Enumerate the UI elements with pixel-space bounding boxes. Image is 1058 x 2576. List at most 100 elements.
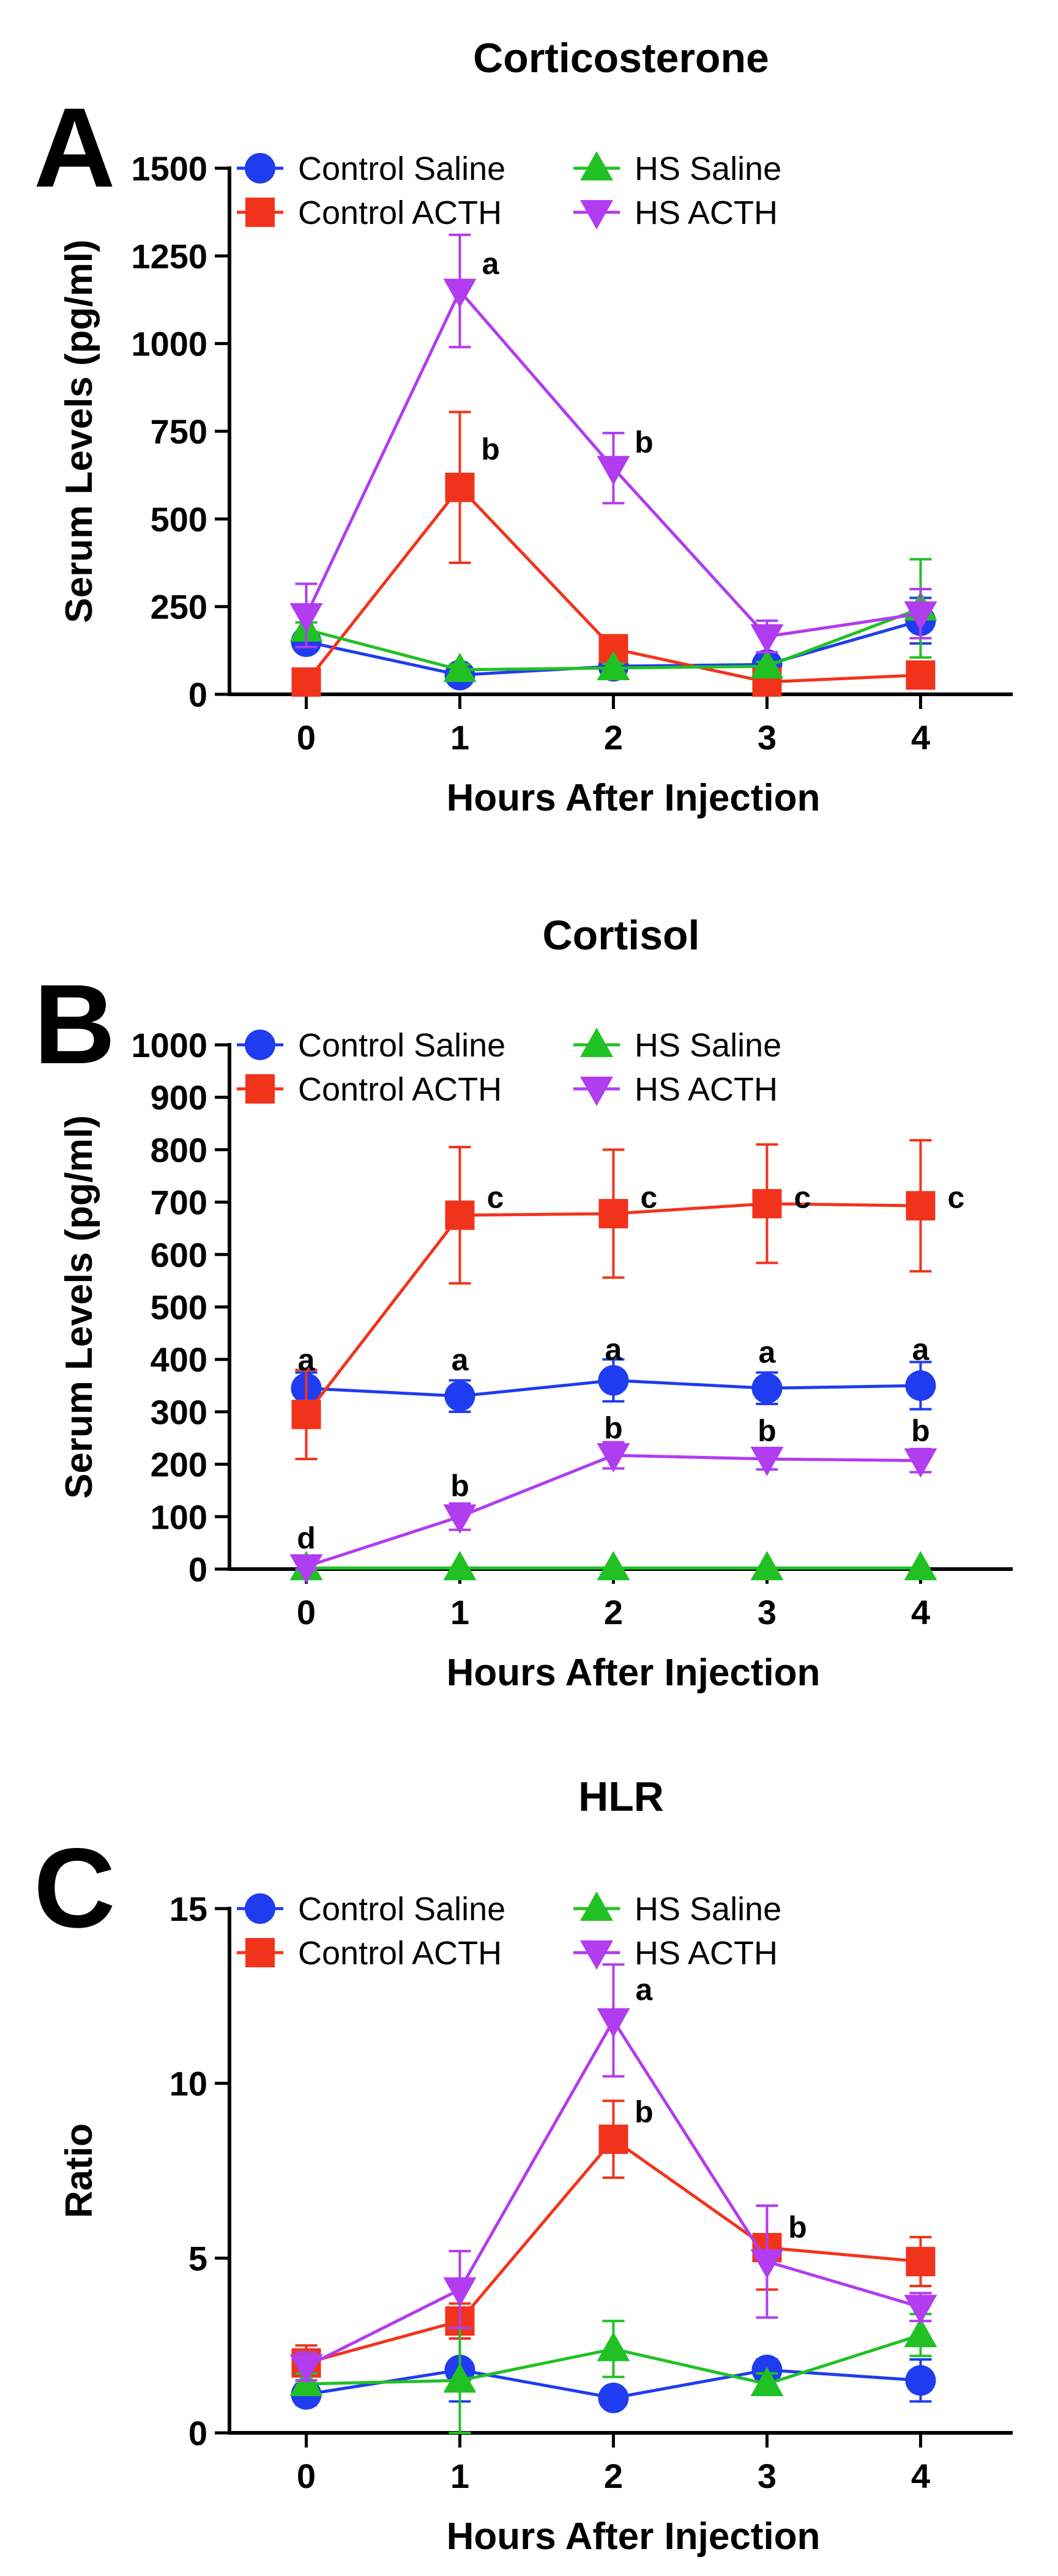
legend-marker: [245, 1938, 275, 1967]
legend-marker: [580, 1940, 613, 1970]
x-tick-label: 2: [604, 2457, 623, 2495]
series-hs-acth: [289, 1441, 937, 1584]
legend-item: HS ACTH: [573, 1935, 778, 1972]
x-tick-label: 3: [758, 2457, 777, 2495]
series-control-saline: [291, 1358, 936, 1413]
annotation-label: a: [759, 1335, 777, 1369]
annotation-label: b: [911, 1414, 930, 1448]
y-tick-label: 600: [151, 1236, 207, 1274]
data-point: [905, 2365, 936, 2396]
legend-marker: [580, 200, 613, 229]
x-tick-label: 2: [604, 1593, 623, 1631]
legend-label: Control Saline: [298, 1027, 505, 1064]
legend-label: Control Saline: [298, 1891, 505, 1928]
x-tick-label: 2: [604, 718, 623, 757]
data-point: [597, 456, 630, 486]
legend-item: HS Saline: [573, 150, 781, 187]
data-point: [904, 1551, 937, 1581]
series-hs-acth: [289, 1963, 937, 2384]
data-point: [751, 1373, 783, 1404]
x-axis-label: Hours After Injection: [447, 1652, 821, 1694]
data-point: [445, 472, 475, 502]
y-tick-label: 1250: [131, 237, 207, 275]
data-point: [597, 1551, 630, 1581]
y-tick-label: 500: [151, 500, 207, 538]
data-point: [443, 2363, 477, 2393]
annotation-label: a: [298, 1343, 316, 1377]
legend-item: Control Saline: [237, 1891, 505, 1928]
legend-label: HS Saline: [635, 150, 781, 187]
x-axis-label: Hours After Injection: [447, 2515, 821, 2558]
legend-label: HS ACTH: [635, 195, 778, 231]
data-point: [750, 2367, 784, 2397]
x-tick-label: 0: [297, 718, 316, 757]
data-point: [443, 1504, 477, 1534]
y-tick-label: 300: [151, 1393, 207, 1431]
annotation-label: b: [450, 1469, 469, 1503]
annotation-label: b: [481, 432, 500, 467]
data-point: [291, 1400, 321, 1430]
data-point: [289, 1554, 323, 1584]
legend-marker: [245, 153, 275, 184]
chart-title: Corticosterone: [473, 35, 769, 81]
panel-letter: C: [34, 1825, 116, 1951]
data-point: [443, 2277, 477, 2307]
annotation-label: b: [635, 425, 654, 459]
series-hs-acth: [289, 233, 937, 654]
annotation-label: b: [635, 2095, 654, 2129]
y-tick-label: 1000: [131, 325, 207, 363]
legend-marker: [245, 1893, 275, 1924]
chart-title: Cortisol: [543, 912, 700, 959]
y-axis-label: Serum Levels (pg/ml): [58, 239, 100, 623]
legend-label: HS Saline: [635, 1027, 781, 1064]
legend-marker: [580, 1028, 613, 1057]
x-tick-label: 0: [297, 2457, 316, 2495]
legend-marker: [245, 1074, 275, 1104]
panel-c-hlr: HLR C 0 5 10 15 0 1 2 3 4 Hours After Injection Rati…: [34, 1773, 1013, 2558]
legend-marker: [580, 1891, 613, 1921]
legend-label: Control Saline: [298, 150, 505, 187]
panel-b-cortisol: Cortisol B 0 100 200 300 400 500 600 700 800 900 100…: [34, 912, 1013, 1694]
legend-label: HS ACTH: [635, 1071, 778, 1108]
annotation-label: a: [482, 247, 500, 281]
annotation-label: b: [788, 2210, 807, 2244]
data-point: [444, 1381, 475, 1412]
data-point: [597, 2008, 630, 2038]
series-control-acth: [291, 1138, 936, 1461]
data-point: [597, 651, 630, 680]
legend-label: Control ACTH: [298, 195, 502, 231]
x-tick-label: 1: [450, 2457, 469, 2495]
y-axis-label: Ratio: [58, 2123, 100, 2218]
annotation-label: c: [487, 1181, 504, 1215]
legend-marker: [245, 1030, 275, 1060]
legend-label: Control ACTH: [298, 1935, 502, 1972]
panel-letter: B: [34, 962, 116, 1088]
data-point: [750, 649, 784, 679]
legend-marker: [580, 151, 613, 180]
chart-title: HLR: [578, 1773, 664, 1820]
y-tick-label: 500: [151, 1288, 207, 1327]
x-tick-label: 3: [758, 718, 777, 757]
y-tick-label: 400: [151, 1340, 207, 1379]
legend-item: HS Saline: [573, 1891, 781, 1928]
data-point: [597, 2331, 630, 2361]
legend-item: HS ACTH: [573, 195, 778, 231]
x-tick-label: 0: [297, 1593, 316, 1631]
data-point: [904, 601, 937, 631]
legend-label: HS ACTH: [635, 1935, 778, 1972]
annotation-label: a: [605, 1332, 623, 1367]
data-point: [750, 624, 784, 654]
y-tick-label: 700: [151, 1183, 207, 1222]
y-tick-label: 10: [170, 2065, 207, 2103]
data-point: [752, 1189, 782, 1219]
x-tick-label: 4: [911, 718, 930, 757]
legend-item: Control ACTH: [237, 1071, 502, 1108]
legend-item: Control Saline: [237, 1027, 505, 1064]
annotation-label: d: [297, 1521, 316, 1556]
data-point: [289, 603, 323, 633]
data-point: [905, 1370, 936, 1401]
data-point: [443, 278, 477, 308]
data-point: [906, 1191, 936, 1221]
y-tick-label: 0: [188, 2414, 207, 2452]
